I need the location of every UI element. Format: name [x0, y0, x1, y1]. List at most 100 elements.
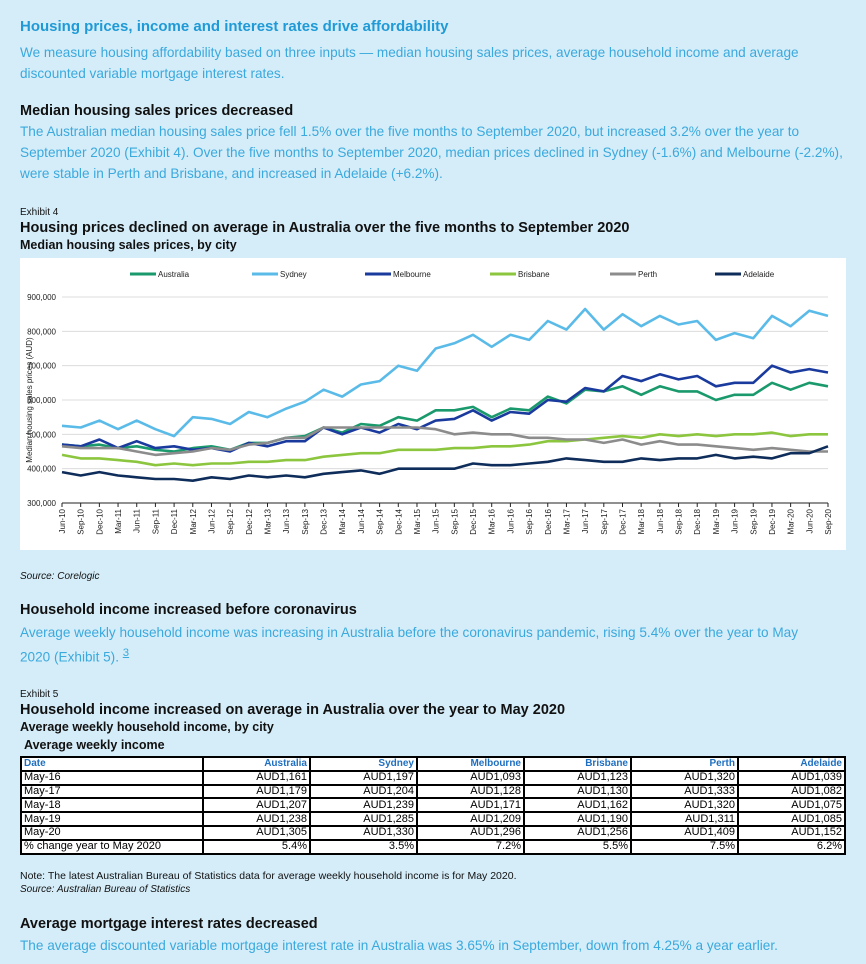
x-tick-label: Dec-10 [95, 508, 104, 534]
table-row: May-17 AUD1,179 AUD1,204 AUD1,128 AUD1,130 AU… [20, 783, 846, 800]
exhibit4-subtitle: Median housing sales prices, by city [20, 238, 237, 252]
table-cell: 3.5% [309, 838, 418, 855]
y-tick-label: 700,000 [27, 362, 56, 371]
x-tick-label: Jun-19 [731, 508, 740, 533]
table-row: % change year to May 2020 5.4% 3.5% 7.2% 5.5… [20, 838, 846, 855]
table-cell: 5.5% [523, 838, 632, 855]
table-cell: AUD1,311 [630, 811, 739, 827]
x-tick-label: Dec-16 [544, 508, 553, 534]
prices-heading: Median housing sales prices decreased [20, 103, 294, 119]
table-cell: AUD1,320 [630, 769, 739, 786]
column-header: Australia [202, 756, 311, 772]
column-header: Date [20, 756, 204, 772]
series-line-melbourne [61, 364, 829, 453]
x-tick-label: Sep-16 [525, 508, 534, 534]
table-cell: May-20 [20, 824, 204, 841]
legend-label: Sydney [280, 270, 307, 279]
table-cell: AUD1,296 [416, 824, 525, 841]
x-tick-label: Sep-17 [600, 508, 609, 534]
x-tick-label: Jun-18 [656, 508, 665, 533]
prices-text: The Australian median housing sales pric… [20, 124, 843, 181]
x-tick-label: Mar-11 [114, 508, 123, 533]
x-tick-label: Dec-13 [320, 508, 329, 534]
y-tick-label: 600,000 [27, 396, 56, 405]
table-cell: AUD1,305 [202, 824, 311, 841]
table-title: Average weekly income [24, 738, 165, 752]
exhibit4-label: Exhibit 4 [20, 207, 59, 218]
x-tick-label: Mar-18 [637, 508, 646, 534]
x-tick-label: Sep-14 [376, 508, 385, 534]
column-header: Perth [630, 756, 739, 772]
x-tick-label: Mar-13 [264, 508, 273, 534]
x-tick-label: Dec-15 [469, 508, 478, 534]
x-tick-label: Sep-13 [301, 508, 310, 534]
income-table: Date Australia Sydney Melbourne Brisbane Pert… [20, 756, 846, 855]
price-chart: 300,000 400,000 500,000 600,000 700,000 800,0… [20, 258, 846, 550]
table-cell: AUD1,085 [737, 811, 846, 827]
x-tick-label: Jun-15 [432, 508, 441, 533]
table-cell: AUD1,171 [416, 797, 525, 814]
x-tick-label: Dec-19 [768, 508, 777, 534]
income-text-body: Average weekly household income was incr… [20, 625, 799, 665]
table-cell: AUD1,039 [737, 769, 846, 786]
legend-label: Brisbane [518, 270, 550, 279]
table-cell: May-19 [20, 811, 204, 827]
table-cell: 7.5% [630, 838, 739, 855]
column-header: Sydney [309, 756, 418, 772]
y-axis-label: Median housing sales prices (AUD) [25, 337, 34, 463]
intro-text: We measure housing affordability based o… [20, 45, 799, 81]
series-line-perth [61, 426, 828, 457]
column-header: Melbourne [416, 756, 525, 772]
table-cell: 6.2% [737, 838, 846, 855]
table-cell: AUD1,128 [416, 783, 525, 800]
table-row: May-20 AUD1,305 AUD1,330 AUD1,296 AUD1,256 AU… [20, 824, 846, 841]
table-row: May-16 AUD1,161 AUD1,197 AUD1,093 AUD1,123 AU… [20, 769, 846, 786]
y-tick-label: 900,000 [27, 293, 56, 302]
rates-text: The average discounted variable mortgage… [20, 938, 778, 953]
x-tick-label: Jun-14 [357, 508, 366, 533]
x-tick-label: Mar-12 [189, 508, 198, 534]
x-tick-label: Mar-20 [787, 508, 796, 534]
x-tick-label: Sep-15 [450, 508, 459, 534]
table-cell: AUD1,190 [523, 811, 632, 827]
table-cell: AUD1,197 [309, 769, 418, 786]
table-cell: AUD1,333 [630, 783, 739, 800]
section-title: Housing prices, income and interest rate… [20, 18, 449, 35]
series-line-adelaide [61, 445, 829, 482]
table-cell: AUD1,093 [416, 769, 525, 786]
table-row: May-18 AUD1,207 AUD1,239 AUD1,171 AUD1,162 AU… [20, 797, 846, 814]
table-cell: AUD1,162 [523, 797, 632, 814]
table-cell: AUD1,082 [737, 783, 846, 800]
x-tick-label: Jun-11 [133, 508, 142, 532]
table-cell: May-18 [20, 797, 204, 814]
column-header: Adelaide [737, 756, 846, 772]
x-tick-label: Dec-17 [618, 508, 627, 534]
table-cell: AUD1,123 [523, 769, 632, 786]
table-cell: AUD1,075 [737, 797, 846, 814]
table-cell: AUD1,409 [630, 824, 739, 841]
rates-heading: Average mortgage interest rates decrease… [20, 916, 318, 932]
exhibit5-label: Exhibit 5 [20, 689, 59, 700]
x-tick-label: Dec-18 [693, 508, 702, 534]
table-cell: AUD1,130 [523, 783, 632, 800]
y-tick-label: 800,000 [27, 327, 56, 336]
x-tick-label: Sep-11 [151, 508, 160, 534]
y-tick-label: 500,000 [27, 430, 56, 439]
series-line-sydney [61, 307, 829, 438]
table-cell: AUD1,152 [737, 824, 846, 841]
table-header-row: Date Australia Sydney Melbourne Brisbane Pert… [20, 756, 846, 772]
exhibit5-title: Household income increased on average in… [20, 702, 566, 718]
legend-label: Australia [158, 270, 190, 279]
x-tick-label: Jun-16 [506, 508, 515, 533]
exhibit5-source: Source: Australian Bureau of Statistics [20, 884, 191, 895]
table-cell: AUD1,209 [416, 811, 525, 827]
table-cell: AUD1,207 [202, 797, 311, 814]
footnote-link[interactable]: 3 [122, 647, 130, 659]
x-tick-label: Dec-12 [245, 508, 254, 534]
table-cell: AUD1,256 [523, 824, 632, 841]
table-cell: AUD1,161 [202, 769, 311, 786]
table-cell: AUD1,204 [309, 783, 418, 800]
x-tick-label: Jun-20 [805, 508, 814, 533]
x-tick-label: Mar-16 [488, 508, 497, 534]
table-cell: AUD1,330 [309, 824, 418, 841]
